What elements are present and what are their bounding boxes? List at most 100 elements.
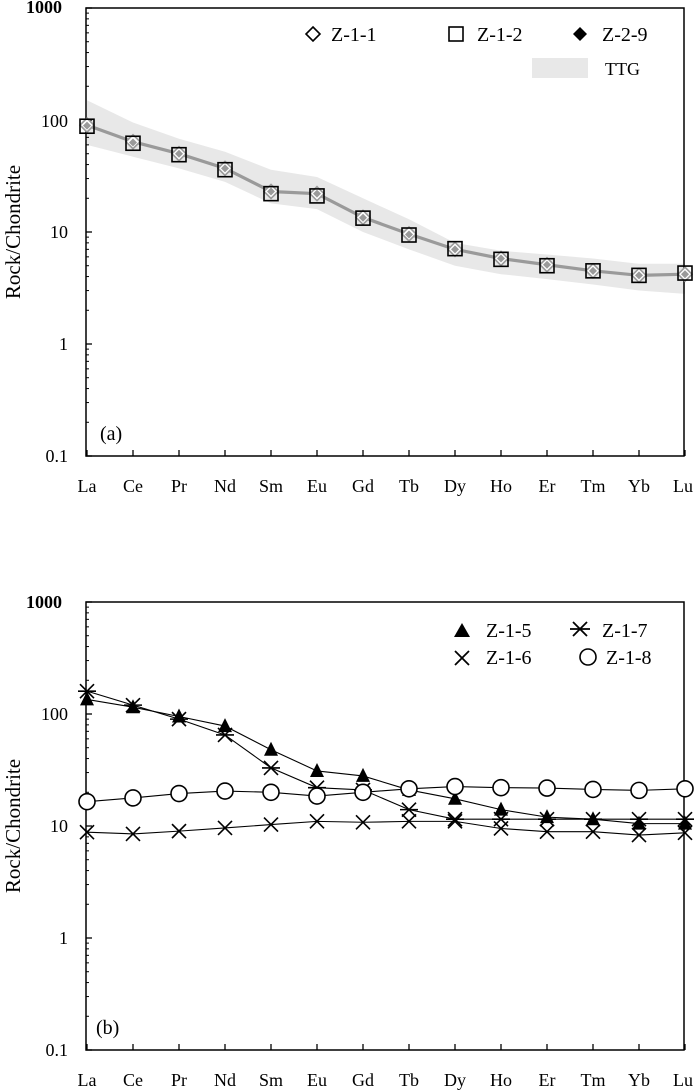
- x-tick-label: Er: [539, 476, 556, 496]
- data-point: [446, 777, 464, 796]
- y-tick-label: 10: [50, 816, 68, 836]
- x-tick-label: Er: [539, 1070, 556, 1090]
- data-point: [218, 718, 232, 733]
- legend-label: Z-1-5: [486, 620, 532, 642]
- data-point: [630, 781, 648, 800]
- y-tick-label: 0.1: [46, 446, 69, 466]
- data-point: [538, 779, 556, 797]
- data-point: [217, 161, 233, 178]
- data-point: [263, 185, 279, 202]
- data-point: [217, 820, 233, 836]
- x-tick-label: Lu: [673, 1070, 693, 1090]
- data-point: [539, 257, 555, 274]
- data-point: [676, 779, 694, 798]
- legend-item-z-1-1: Z-1-1: [304, 24, 377, 46]
- series-group-b: [78, 683, 694, 843]
- legend-a: Z-1-1 Z-1-2 Z-2-9 TTG: [304, 24, 648, 79]
- x-tick-label: Lu: [673, 476, 693, 496]
- x-tick-label: Pr: [171, 1070, 187, 1090]
- series-line-z-1-6: [86, 820, 686, 836]
- data-point: [355, 814, 371, 830]
- data-point: [313, 189, 321, 198]
- data-point: [494, 801, 508, 816]
- data-point: [262, 783, 280, 802]
- data-point: [678, 815, 692, 830]
- data-point: [497, 254, 505, 263]
- data-point: [124, 789, 142, 807]
- data-point: [585, 824, 601, 840]
- x-tick-label: La: [78, 1070, 97, 1090]
- data-point: [170, 711, 188, 727]
- legend-label: Z-1-1: [331, 24, 377, 46]
- y-tick-label: 1000: [26, 592, 62, 612]
- data-point: [308, 787, 326, 805]
- x-tick-label: Ce: [123, 476, 143, 496]
- legend-label: TTG: [605, 59, 640, 79]
- x-axis-ticks-a: [86, 450, 686, 456]
- panel-b: 1000 100 10 1 0.1 Rock/Chondrite (b) La …: [1, 592, 694, 1090]
- data-point: [493, 251, 509, 268]
- data-point: [263, 816, 279, 833]
- y-tick-label: 100: [41, 111, 68, 131]
- data-point: [355, 210, 371, 226]
- data-point: [677, 265, 693, 281]
- data-point: [451, 245, 459, 254]
- data-point: [447, 813, 463, 829]
- x-tick-label: Ce: [123, 1070, 143, 1090]
- data-point: [171, 823, 187, 839]
- legend-label: Z-1-7: [602, 620, 648, 642]
- legend-item-ttg: TTG: [532, 58, 640, 79]
- panel-label-a: (a): [100, 423, 122, 445]
- data-point: [539, 824, 555, 840]
- data-point: [216, 727, 234, 743]
- data-point: [354, 783, 372, 802]
- y-axis-ticks-b: [86, 601, 92, 1051]
- x-tick-label: Eu: [307, 476, 327, 496]
- data-point: [83, 121, 91, 130]
- ttg-band-area: [87, 100, 685, 294]
- legend-item-z-1-5: Z-1-5: [454, 620, 532, 642]
- x-tick-label: Sm: [259, 476, 283, 496]
- asterisk-icon: [570, 621, 590, 637]
- y-tick-label: 10: [50, 222, 68, 242]
- x-tick-label: Gd: [352, 476, 374, 496]
- data-point: [676, 811, 694, 827]
- data-point: [221, 164, 229, 173]
- data-point: [538, 811, 556, 827]
- filled-diamond-icon: [573, 27, 587, 41]
- legend-item-z-1-8: Z-1-8: [579, 647, 652, 669]
- open-diamond-icon: [304, 25, 322, 43]
- legend-item-z-1-2: Z-1-2: [448, 24, 523, 46]
- x-tick-label: Ho: [490, 1070, 512, 1090]
- y-axis-label-b: Rock/Chondrite: [1, 759, 25, 893]
- legend-label: Z-1-8: [606, 647, 652, 669]
- x-tick-label: Tb: [399, 476, 419, 496]
- data-point: [493, 820, 509, 837]
- data-point: [170, 784, 188, 803]
- data-point: [492, 778, 510, 797]
- y-axis-label-a: Rock/Chondrite: [1, 165, 25, 299]
- data-point: [309, 188, 325, 204]
- data-point: [359, 213, 367, 222]
- data-point: [584, 811, 602, 827]
- panel-label-b: (b): [96, 1017, 119, 1039]
- x-tick-label: Eu: [307, 1070, 327, 1090]
- data-point: [447, 240, 463, 257]
- data-point: [584, 780, 602, 799]
- data-point: [405, 230, 413, 239]
- x-tick-label: Yb: [628, 1070, 650, 1090]
- legend-label: Z-1-6: [486, 647, 532, 669]
- data-point: [216, 782, 234, 800]
- data-point: [585, 263, 601, 279]
- data-point: [79, 824, 95, 840]
- x-category-labels-b: La Ce Pr Nd Sm Eu Gd Tb Dy Ho Er Tm Yb L…: [78, 1070, 693, 1090]
- plot-frame-b: [85, 601, 685, 1051]
- x-cross-icon: [454, 650, 470, 666]
- data-point: [401, 813, 417, 829]
- x-tick-label: Dy: [444, 476, 466, 496]
- data-point: [356, 767, 370, 782]
- ttg-field-band: [87, 100, 685, 294]
- y-tick-label: 1: [59, 334, 68, 354]
- legend-label: Z-2-9: [602, 24, 648, 46]
- x-tick-label: La: [78, 476, 97, 496]
